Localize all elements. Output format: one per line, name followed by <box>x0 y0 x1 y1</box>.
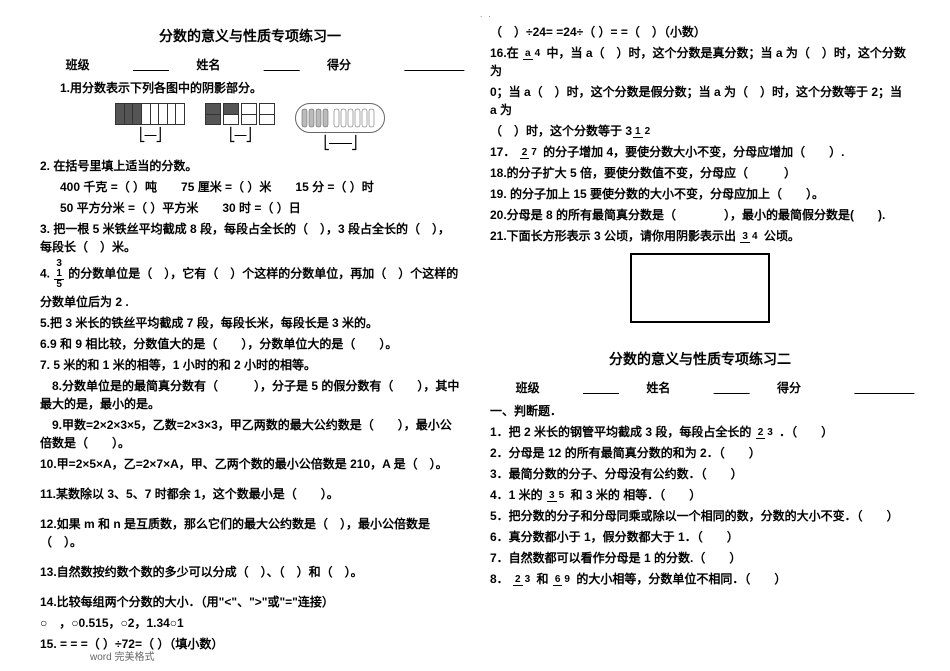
q2-head: 2. 在括号里填上适当的分数。 <box>40 157 460 175</box>
q18: 18.的分子扩大 5 倍，要使分数值不变，分母应（ ） <box>490 164 910 182</box>
hdr2-name: 姓名 <box>636 381 743 395</box>
frac-2-3b: 23 <box>513 575 532 585</box>
p7: 7．自然数都可以看作分母是 1 的分数.（ ） <box>490 549 910 567</box>
frac-6-9: 69 <box>553 575 572 585</box>
q11: 11.某数除以 3、5、7 时都余 1，这个数最小是（ ）。 <box>40 485 460 503</box>
q20: 20.分母是 8 的所有最简真分数是（ ），最小的最简假分数是( ). <box>490 206 910 224</box>
q10: 10.甲=2×5×A，乙=2×7×A，甲、乙两个数的最小公倍数是 210，A 是… <box>40 455 460 473</box>
q2-l1: 400 千克 =（ ）吨 75 厘米 =（ ）米 15 分 =（ ）时 <box>40 178 460 196</box>
two-column-layout: 分数的意义与性质专项练习一 班级 姓名 得分 1.用分数表示下列各图中的阴影部分… <box>40 20 910 656</box>
q13: 13.自然数按约数个数的多少可以分成（ ）、（ ）和（ ）。 <box>40 563 460 581</box>
q16: 16.在 a4 中，当 a（ ）时，这个分数是真分数；当 a 为（ ）时，这个分… <box>490 44 910 80</box>
fig2-wrap: ⎣⎯⎯⎦ <box>205 103 275 151</box>
q4a: 4. <box>40 267 50 281</box>
header-line-2: 班级 姓名 得分 <box>490 379 910 396</box>
q7: 7. 5 米的和 1 米的相等，1 小时的和 2 小时的相等。 <box>40 356 460 374</box>
title-1: 分数的意义与性质专项练习一 <box>40 26 460 46</box>
q17a: 17． <box>490 145 515 159</box>
frac-3-5: 35 <box>547 491 566 501</box>
hdr-score: 得分 <box>317 58 444 72</box>
hdr2-score: 得分 <box>767 381 894 395</box>
fig2-bracket: ⎣⎯⎯⎦ <box>205 127 275 143</box>
q21: 21.下面长方形表示 3 公顷，请你用阴影表示出 34 公顷。 <box>490 227 910 245</box>
p1: 1．把 2 米长的钢管平均截成 3 段，每段占全长的 23 ．（ ） <box>490 423 910 441</box>
p4: 4．1 米的 35 和 3 米的 相等．（ ） <box>490 486 910 504</box>
q2-l2: 50 平方分米 =（ ）平方米 30 时 =（ ）日 <box>40 199 460 217</box>
right-column: （ ）÷24= =24÷（ ）= =（ ）（小数） 16.在 a4 中，当 a（… <box>490 20 910 656</box>
hdr-class: 班级 <box>56 58 163 72</box>
page-dots: . . <box>480 10 493 19</box>
fig1-wrap: ⎣⎯⎯⎦ <box>115 103 185 151</box>
q3: 3. 把一根 5 米铁丝平均截成 8 段，每段占全长的（ ），3 段占全长的（ … <box>40 220 460 256</box>
fig2-bands <box>205 103 275 125</box>
q16b: 中，当 a（ ）时，这个分数是真分数；当 a 为（ ）时，这个分数为 <box>490 46 906 78</box>
footer-text: word 完美格式 <box>90 648 154 663</box>
q17: 17． 27 的分子增加 4，要使分数大小不变，分母应增加（ ）. <box>490 143 910 161</box>
q1: 1.用分数表示下列各图中的阴影部分。 <box>40 79 460 97</box>
frac-3-1-2: 312 <box>625 124 653 138</box>
rectangle-box <box>630 253 770 323</box>
q12: 12.如果 m 和 n 是互质数，那么它们的最大公约数是（ ），最小公倍数是（ … <box>40 515 460 551</box>
p3: 3．最简分数的分子、分母没有公约数．（ ） <box>490 465 910 483</box>
fig3-wrap: ⎣⎯⎯⎯⎯⎦ <box>295 103 385 151</box>
q16d: （ ）时，这个分数等于 312 <box>490 122 910 140</box>
hdr-name: 姓名 <box>186 58 293 72</box>
q16a: 16.在 <box>490 46 519 60</box>
fig1-bracket: ⎣⎯⎯⎦ <box>115 127 185 143</box>
q9: 9.甲数=2×2×3×5，乙数=2×3×3，甲乙两数的最大公约数是（ ），最小公… <box>40 416 460 452</box>
frac-a-4: a4 <box>523 49 542 59</box>
q4b: 的分数单位是（ ），它有（ ）个这样的分数单位，再加（ ）个这样的 <box>68 267 458 281</box>
q15c: （ ）÷24= =24÷（ ）= =（ ）（小数） <box>490 23 910 41</box>
q17b: 的分子增加 4，要使分数大小不变，分母应增加（ ）. <box>543 145 844 159</box>
section-judge: 一、判断题． <box>490 402 910 420</box>
q4c: 分数单位后为 2 . <box>40 293 460 311</box>
fig1-strip <box>115 103 185 125</box>
q4: 4. 315 的分数单位是（ ），它有（ ）个这样的分数单位，再加（ ）个这样的 <box>40 259 460 290</box>
hdr2-class: 班级 <box>506 381 613 395</box>
left-column: 分数的意义与性质专项练习一 班级 姓名 得分 1.用分数表示下列各图中的阴影部分… <box>40 20 460 656</box>
frac-3-4: 34 <box>740 232 759 242</box>
frac-1-3-5: 315 <box>54 259 64 290</box>
p5: 5．把分数的分子和分母同乘或除以一个相同的数，分数的大小不变．（ ） <box>490 507 910 525</box>
fig3-ellipse <box>295 103 385 133</box>
title-2: 分数的意义与性质专项练习二 <box>490 349 910 369</box>
figures-row: ⎣⎯⎯⎦ ⎣⎯⎯⎦ <box>40 103 460 151</box>
frac-2-3: 23 <box>756 428 775 438</box>
header-line-1: 班级 姓名 得分 <box>40 56 460 73</box>
p6: 6．真分数都小于 1，假分数都大于 1．（ ） <box>490 528 910 546</box>
q5: 5.把 3 米长的铁丝平均截成 7 段，每段长米，每段长是 3 米的。 <box>40 314 460 332</box>
p2: 2．分母是 12 的所有最简真分数的和为 2．（ ） <box>490 444 910 462</box>
fig3-bracket: ⎣⎯⎯⎯⎯⎦ <box>295 135 385 151</box>
q19: 19. 的分子加上 15 要使分数的大小不变，分母应加上（ ）。 <box>490 185 910 203</box>
q14: 14.比较每组两个分数的大小．（用"<"、">"或"="连接） <box>40 593 460 611</box>
q16c: 0；当 a（ ）时，这个分数是假分数；当 a 为（ ）时，这个分数等于 2；当 … <box>490 83 910 119</box>
fig3-shapes-icon <box>300 107 380 129</box>
q14b: ○ ，○0.515，○2，1.34○1 <box>40 614 460 632</box>
q8: 8.分数单位是的最简真分数有（ ），分子是 5 的假分数有（ ），其中最大的是，… <box>40 377 460 413</box>
q6: 6.9 和 9 相比较，分数值大的是（ ），分数单位大的是（ ）。 <box>40 335 460 353</box>
p8: 8． 23 和 69 的大小相等，分数单位不相同．（ ） <box>490 570 910 588</box>
frac-2-7: 27 <box>520 148 539 158</box>
